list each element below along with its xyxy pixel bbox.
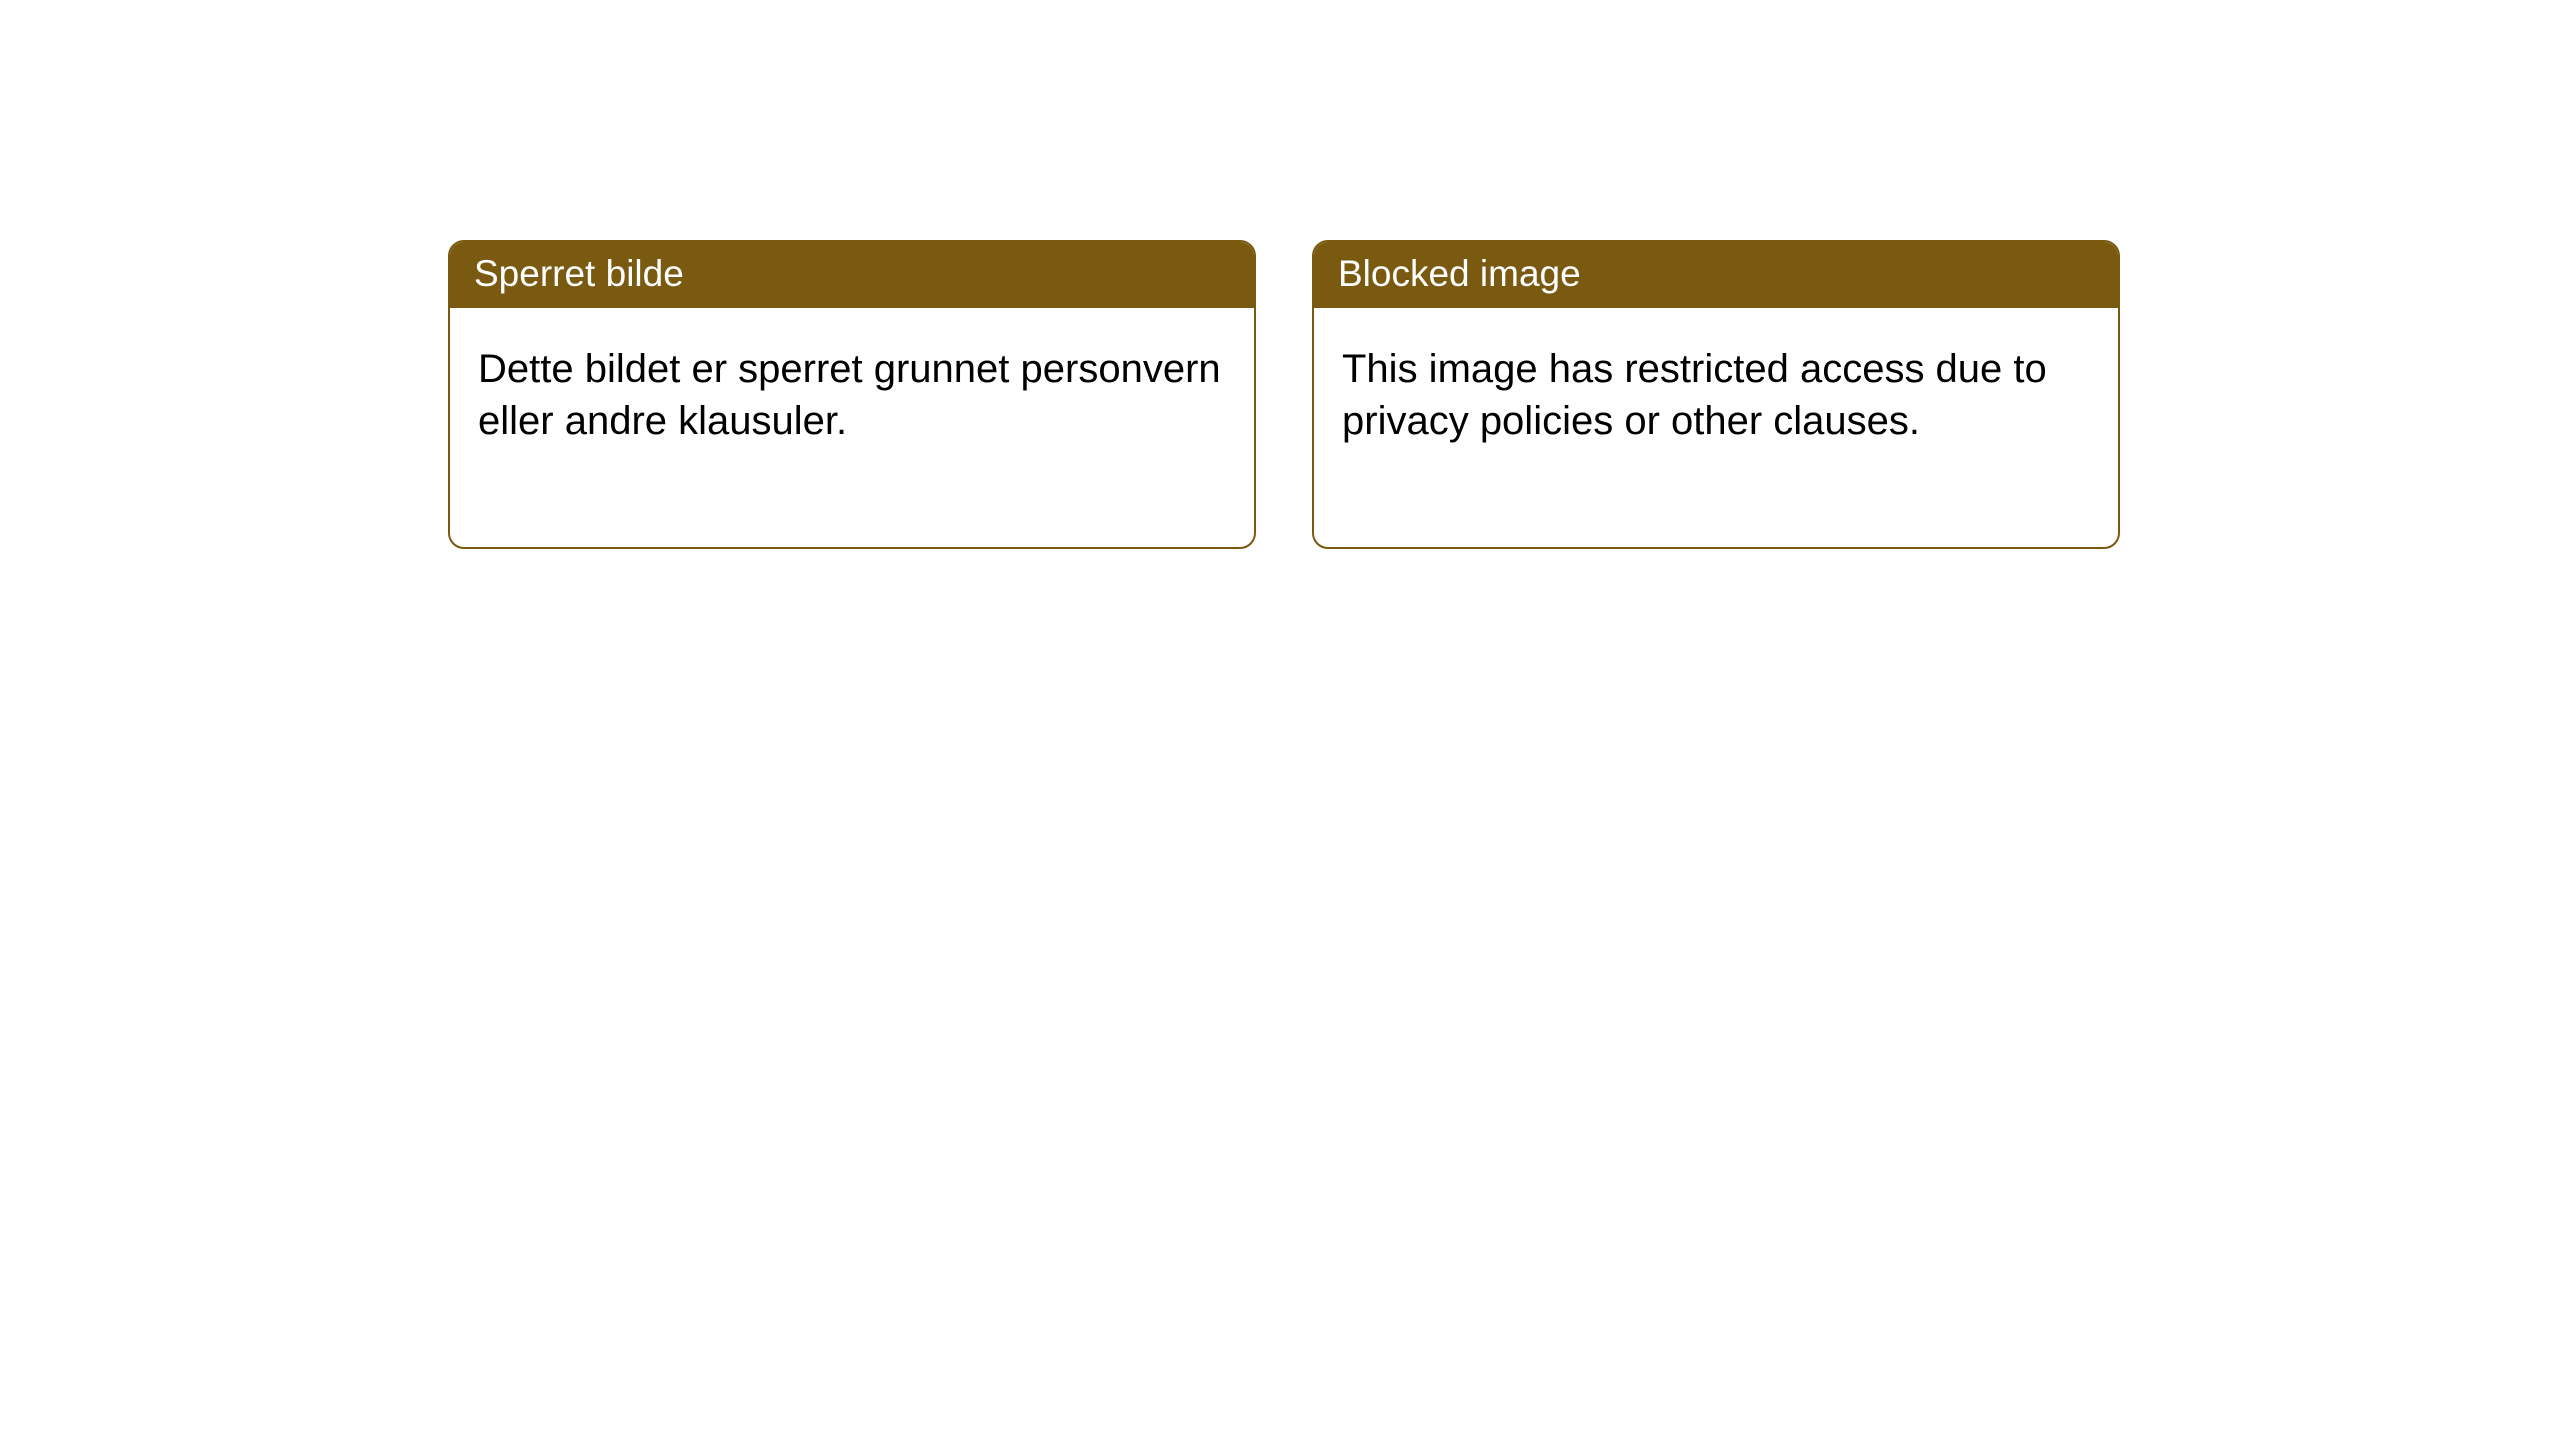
notice-body: Dette bildet er sperret grunnet personve… — [450, 308, 1254, 547]
notice-card-english: Blocked image This image has restricted … — [1312, 240, 2120, 549]
notice-header: Blocked image — [1314, 242, 2118, 308]
notice-body: This image has restricted access due to … — [1314, 308, 2118, 547]
notice-container: Sperret bilde Dette bildet er sperret gr… — [0, 0, 2560, 549]
notice-header: Sperret bilde — [450, 242, 1254, 308]
notice-card-norwegian: Sperret bilde Dette bildet er sperret gr… — [448, 240, 1256, 549]
